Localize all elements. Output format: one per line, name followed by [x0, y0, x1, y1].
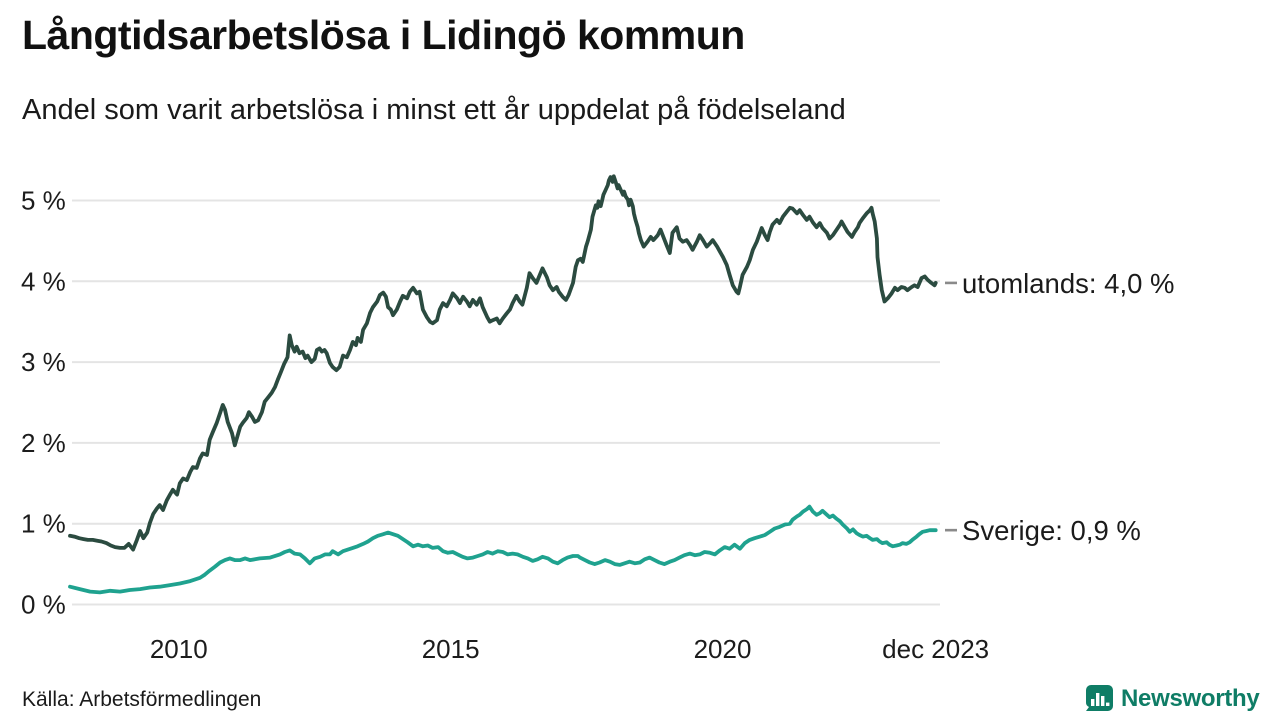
y-tick-label: 5 % [21, 186, 66, 216]
series-line-Sverige [68, 504, 938, 595]
x-tick-label: dec 2023 [882, 634, 989, 664]
series-end-label-utomlands: utomlands: 4,0 % [962, 268, 1174, 299]
y-tick-label: 4 % [21, 266, 66, 296]
page-subtitle: Andel som varit arbetslösa i minst ett å… [22, 94, 846, 126]
x-tick-label: 2015 [422, 634, 480, 664]
newsworthy-logo-icon [1085, 685, 1113, 711]
series-line-utomlands [68, 174, 938, 552]
x-tick-label: 2010 [150, 634, 208, 664]
x-tick-label: 2020 [694, 634, 752, 664]
series-end-label-Sverige: Sverige: 0,9 % [962, 515, 1141, 546]
y-tick-label: 3 % [21, 347, 66, 377]
newsworthy-brand-text: Newsworthy [1121, 685, 1260, 712]
y-tick-label: 0 % [21, 590, 66, 620]
source-note: Källa: Arbetsförmedlingen [22, 688, 262, 711]
page-title: Långtidsarbetslösa i Lidingö kommun [22, 12, 745, 58]
y-tick-label: 2 % [21, 428, 66, 458]
newsworthy-brand: Newsworthy [1084, 684, 1260, 714]
y-tick-label: 1 % [21, 509, 66, 539]
